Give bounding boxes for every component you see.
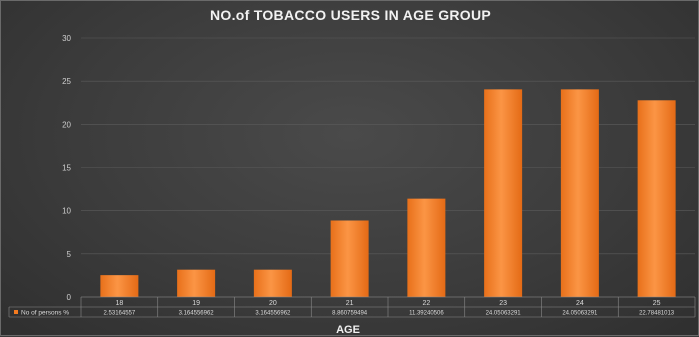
y-tick-label: 25 <box>62 77 71 86</box>
data-label: 24.05063291 <box>562 311 598 317</box>
data-label: 8.860759494 <box>332 311 368 317</box>
x-tick-label: 25 <box>653 300 661 307</box>
x-axis-label: AGE <box>336 324 360 336</box>
x-tick-label: 21 <box>346 300 354 307</box>
y-tick-label: 0 <box>67 293 72 302</box>
x-tick-label: 20 <box>269 300 277 307</box>
bar-22 <box>407 198 446 297</box>
data-label: 2.53164557 <box>104 311 136 317</box>
data-label: 3.164556962 <box>179 311 215 317</box>
data-label: 11.39240506 <box>409 311 444 317</box>
y-axis: 0 5 10 15 20 25 30 <box>62 34 71 302</box>
data-label: 24.05063291 <box>486 311 522 317</box>
chart-title: NO.of TOBACCO USERS IN AGE GROUP <box>209 7 492 23</box>
legend-swatch <box>14 310 18 314</box>
y-tick-label: 10 <box>62 207 71 216</box>
x-tick-label: 19 <box>192 300 200 307</box>
y-tick-label: 20 <box>62 120 71 129</box>
x-tick-label: 23 <box>499 300 507 307</box>
y-tick-label: 15 <box>62 164 71 173</box>
bar-25 <box>637 100 676 297</box>
bar-24 <box>560 89 599 297</box>
x-tick-label: 22 <box>422 300 430 307</box>
x-tick-label: 24 <box>576 300 584 307</box>
bar-23 <box>484 89 523 297</box>
data-label: 22.78481013 <box>639 311 675 317</box>
bar-19 <box>177 269 216 297</box>
bars <box>100 89 676 297</box>
y-tick-label: 5 <box>67 250 72 259</box>
bar-21 <box>330 220 369 297</box>
y-tick-label: 30 <box>62 34 71 43</box>
bar-18 <box>100 275 139 297</box>
bar-20 <box>253 269 292 297</box>
data-label: 3.164556962 <box>255 311 291 317</box>
data-table: No of persons % 18 2.53164557 19 3.164556962… <box>8 296 696 318</box>
gridlines <box>81 37 695 298</box>
x-tick-label: 18 <box>115 300 123 307</box>
legend-label: No of persons % <box>21 310 69 317</box>
